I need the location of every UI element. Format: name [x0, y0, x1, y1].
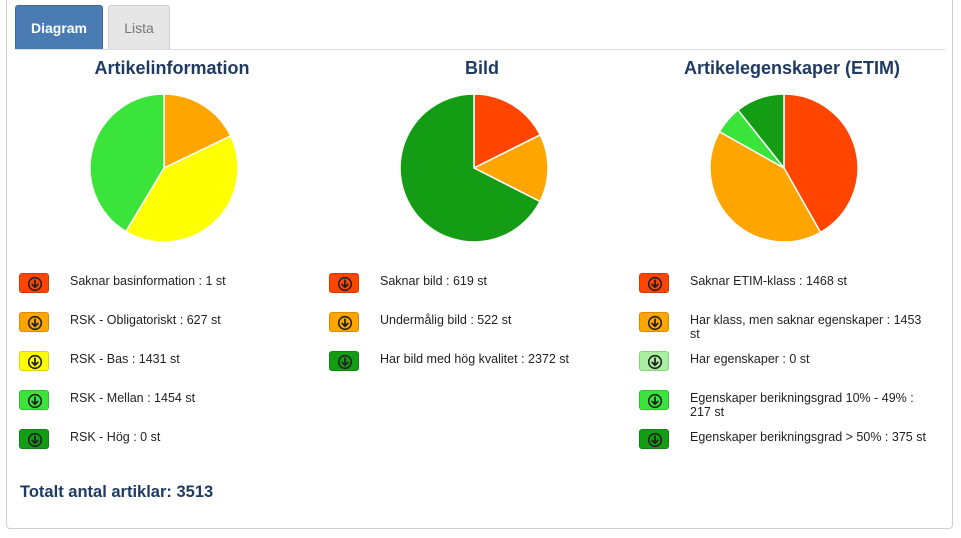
legend-label: Saknar ETIM-klass : 1468 st	[690, 274, 848, 288]
legend-label: RSK - Hög : 0 st	[70, 430, 161, 444]
circle-arrow-down-icon	[27, 354, 43, 370]
legend-label: Har egenskaper : 0 st	[690, 352, 810, 366]
legend-item[interactable]: Egenskaper berikningsgrad > 50% : 375 st	[637, 426, 947, 462]
legend-swatch[interactable]	[639, 429, 669, 449]
pie-chart	[709, 93, 859, 243]
legend-label: Har klass, men saknar egenskaper : 1453 …	[690, 313, 922, 341]
legend-item[interactable]: RSK - Hög : 0 st	[17, 426, 327, 462]
tab-diagram[interactable]: Diagram	[15, 5, 103, 49]
legend-swatch[interactable]	[639, 390, 669, 410]
legend-label: Egenskaper berikningsgrad 10% - 49% : 21…	[690, 391, 914, 419]
circle-arrow-down-icon	[337, 276, 353, 292]
legend-label: Undermålig bild : 522 st	[380, 313, 512, 327]
circle-arrow-down-icon	[647, 276, 663, 292]
legend-swatch[interactable]	[19, 429, 49, 449]
legend-swatch[interactable]	[639, 273, 669, 293]
legend-item[interactable]: RSK - Obligatoriskt : 627 st	[17, 309, 327, 345]
chart-title: Bild	[465, 58, 499, 78]
legend-label: RSK - Obligatoriskt : 627 st	[70, 313, 221, 327]
legend-swatch[interactable]	[329, 273, 359, 293]
legend-label: Saknar bild : 619 st	[380, 274, 488, 288]
tab-bar: Diagram Lista	[15, 5, 945, 50]
chart-title: Artikelinformation	[94, 58, 250, 78]
legend-item[interactable]: Saknar bild : 619 st	[327, 270, 637, 306]
legend-item[interactable]: Saknar basinformation : 1 st	[17, 270, 327, 306]
legend-item[interactable]: RSK - Bas : 1431 st	[17, 348, 327, 384]
total-articles: Totalt antal artiklar: 3513	[20, 483, 214, 501]
legend-swatch[interactable]	[639, 312, 669, 332]
tab-lista[interactable]: Lista	[108, 5, 170, 49]
legend-item[interactable]: Egenskaper berikningsgrad 10% - 49% : 21…	[637, 387, 947, 423]
circle-arrow-down-icon	[337, 354, 353, 370]
circle-arrow-down-icon	[647, 354, 663, 370]
tab-divider	[15, 49, 945, 50]
legend-item[interactable]: Saknar ETIM-klass : 1468 st	[637, 270, 947, 306]
pie-slice[interactable]	[709, 130, 822, 243]
circle-arrow-down-icon	[27, 432, 43, 448]
legend-swatch[interactable]	[19, 312, 49, 332]
circle-arrow-down-icon	[647, 315, 663, 331]
pie-slice[interactable]	[163, 93, 232, 170]
legend-label: Egenskaper berikningsgrad > 50% : 375 st	[690, 430, 926, 444]
legend-label: Saknar basinformation : 1 st	[70, 274, 226, 288]
pie-slice[interactable]	[124, 134, 239, 243]
legend-swatch[interactable]	[19, 351, 49, 371]
legend-label: Har bild med hög kvalitet : 2372 st	[380, 352, 569, 366]
circle-arrow-down-icon	[337, 315, 353, 331]
legend-item[interactable]: RSK - Mellan : 1454 st	[17, 387, 327, 423]
circle-arrow-down-icon	[27, 276, 43, 292]
circle-arrow-down-icon	[647, 432, 663, 448]
legend-item[interactable]: Har klass, men saknar egenskaper : 1453 …	[637, 309, 947, 345]
legend-item[interactable]: Undermålig bild : 522 st	[327, 309, 637, 345]
legend-swatch[interactable]	[639, 351, 669, 371]
pie-slice[interactable]	[783, 93, 859, 234]
legend-label: RSK - Mellan : 1454 st	[70, 391, 196, 405]
pie-slice[interactable]	[89, 93, 165, 233]
circle-arrow-down-icon	[27, 393, 43, 409]
legend-label: RSK - Bas : 1431 st	[70, 352, 180, 366]
legend-swatch[interactable]	[329, 312, 359, 332]
pie-chart	[89, 93, 239, 243]
chart-title: Artikelegenskaper (ETIM)	[683, 58, 901, 78]
pie-slice[interactable]	[472, 133, 549, 203]
legend-item[interactable]: Har egenskaper : 0 st	[637, 348, 947, 384]
legend-swatch[interactable]	[19, 273, 49, 293]
dashboard-panel	[6, 0, 953, 529]
circle-arrow-down-icon	[27, 315, 43, 331]
circle-arrow-down-icon	[647, 393, 663, 409]
legend-swatch[interactable]	[19, 390, 49, 410]
legend-item[interactable]: Har bild med hög kvalitet : 2372 st	[327, 348, 637, 384]
pie-chart	[399, 93, 549, 243]
legend-swatch[interactable]	[329, 351, 359, 371]
pie-slice[interactable]	[473, 93, 542, 170]
pie-slice[interactable]	[736, 93, 785, 171]
pie-slice[interactable]	[399, 93, 541, 243]
